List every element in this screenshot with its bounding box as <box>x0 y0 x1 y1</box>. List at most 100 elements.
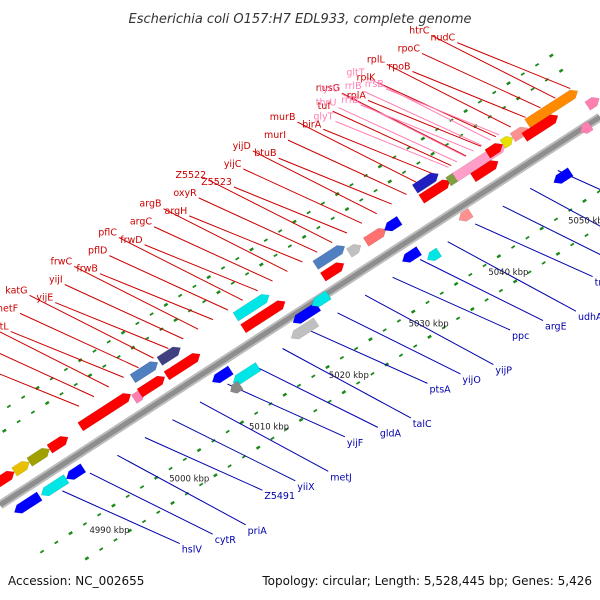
gene-label: rpoC <box>398 43 421 54</box>
gene-arrow <box>156 346 181 366</box>
label-connector <box>0 373 80 407</box>
gene-arrow <box>292 301 322 324</box>
tick-dot <box>349 182 354 187</box>
tick-dot <box>220 266 226 270</box>
gene-label: metJ <box>330 472 352 483</box>
scale-label: 5040 kbp <box>488 268 528 278</box>
tick-dot <box>570 242 575 247</box>
tick-dot <box>96 512 102 517</box>
tick-dot <box>68 531 73 536</box>
label-connector <box>62 490 180 545</box>
tick-dot <box>327 399 332 404</box>
label-connector <box>412 71 526 118</box>
tick-dot <box>387 179 393 184</box>
tick-dot <box>102 364 107 368</box>
gene-label: glyT <box>313 111 333 122</box>
gene-block <box>230 380 244 394</box>
label-connector <box>118 237 244 301</box>
label-connector <box>419 259 544 322</box>
gene-label: rrlB <box>345 81 362 92</box>
gene-label: hslV <box>182 545 203 556</box>
tick-dot <box>541 261 546 265</box>
gene-block <box>77 393 132 432</box>
tick-dot <box>235 256 240 261</box>
gene-label: yijD <box>233 141 251 152</box>
tick-dot <box>311 374 316 379</box>
gene-block <box>11 460 30 477</box>
gene-label: tyrU <box>319 84 339 95</box>
tick-dot <box>506 81 511 86</box>
label-connector <box>297 121 422 186</box>
genome-backbone <box>0 113 600 509</box>
gene-label: yijI <box>49 275 63 286</box>
tick-dot <box>377 164 383 169</box>
gene-label: talC <box>413 419 432 430</box>
gene-arrow <box>211 365 234 384</box>
tick-dot <box>584 233 589 238</box>
tick-dot <box>496 254 502 259</box>
tick-dot <box>539 226 545 231</box>
label-connector <box>243 168 363 224</box>
tick-dot <box>353 346 359 351</box>
gene-block <box>163 352 201 381</box>
label-connector <box>207 179 333 244</box>
gene-label: udhA <box>578 312 600 323</box>
gene-label: oxyR <box>173 188 197 199</box>
label-connector <box>431 35 556 99</box>
gene-label: argH <box>165 206 188 217</box>
label-connector <box>364 294 494 366</box>
tick-dot <box>141 519 147 524</box>
label-connector <box>252 150 377 215</box>
gene-block <box>521 114 559 142</box>
label-connector <box>29 294 154 359</box>
gene-label: priA <box>248 526 268 537</box>
tick-dot <box>99 547 104 551</box>
label-connector <box>10 330 124 378</box>
scale-label: 5000 kbp <box>169 474 209 484</box>
gene-label: yijO <box>462 375 480 386</box>
label-connector <box>447 241 577 312</box>
gene-labels: Z5489Z5490metBmetLmetFkatGyijEyijIfrwCfr… <box>0 25 600 555</box>
gene-label: rrfB <box>341 95 359 106</box>
gene-block <box>470 160 499 183</box>
tick-dot <box>249 247 254 252</box>
tick-dot <box>469 306 475 312</box>
tick-dot <box>492 90 497 95</box>
gene-label: Z5522 <box>175 170 206 181</box>
tick-dot <box>548 53 554 58</box>
tick-dot <box>230 281 235 285</box>
tick-dot <box>370 371 375 376</box>
tick-dot <box>313 408 318 413</box>
gene-label: rplA <box>347 90 367 101</box>
tick-dot <box>330 216 335 221</box>
gene-label: argC <box>130 217 153 228</box>
label-connector <box>117 454 246 526</box>
gene-label: Z5523 <box>201 177 232 188</box>
gene-label: ptsA <box>429 384 451 395</box>
label-connector <box>189 215 303 263</box>
gene-label: btuB <box>254 148 276 159</box>
gene-block <box>129 361 159 384</box>
scale-label: 4990 kbp <box>89 526 129 536</box>
genome-summary: Topology: circular; Length: 5,528,445 bp… <box>261 574 592 588</box>
gene-block <box>411 172 439 194</box>
gene-block <box>458 208 474 222</box>
gene-label: metF <box>0 303 18 314</box>
tick-dot <box>553 217 559 222</box>
tick-dot <box>192 284 197 289</box>
gene-label: murI <box>264 130 286 141</box>
gene-label: gltT <box>346 67 364 78</box>
gene-block <box>290 317 320 340</box>
gene-block <box>156 346 181 366</box>
gene-arrow <box>77 393 132 432</box>
gene-label: gldA <box>380 428 402 439</box>
tick-dot <box>73 382 78 387</box>
label-connector <box>474 223 593 278</box>
tick-dot <box>206 275 212 280</box>
tick-dot <box>534 62 540 67</box>
tick-dot <box>384 362 390 367</box>
label-connector <box>309 330 428 384</box>
tick-dot <box>341 390 347 395</box>
backbone-line <box>0 114 600 508</box>
tick-dot <box>270 436 275 441</box>
